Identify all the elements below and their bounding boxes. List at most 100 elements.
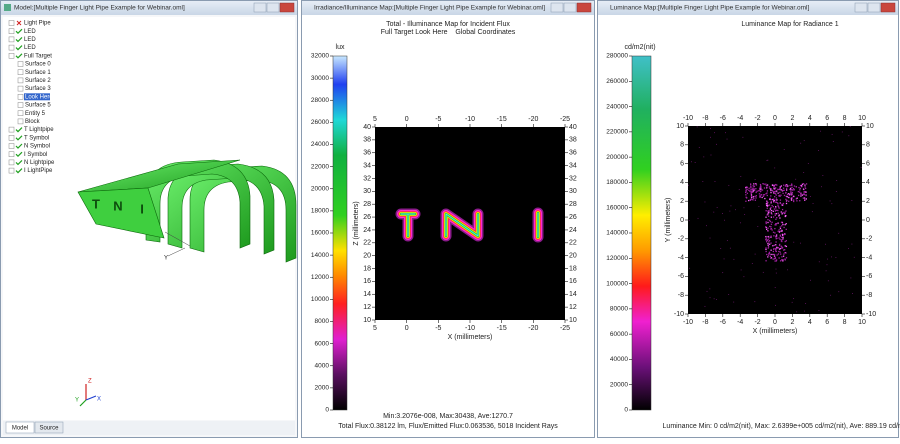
speckle	[775, 201, 777, 203]
expander[interactable]	[8, 28, 15, 34]
colorbar-tick-label: 260000	[606, 78, 628, 85]
speckle	[779, 243, 781, 246]
colorbar-tick-label: 16000	[311, 230, 329, 237]
speckle	[780, 230, 782, 232]
expander[interactable]	[17, 118, 24, 125]
speckle	[796, 197, 798, 199]
colorbar-tick-label: 40000	[610, 356, 628, 363]
window-controls[interactable]	[854, 2, 896, 13]
tree-item[interactable]: T Symbol	[24, 135, 49, 141]
status-icon	[15, 143, 23, 149]
speckle	[759, 187, 761, 189]
speckle	[776, 237, 778, 240]
speckle	[713, 298, 715, 300]
speckle	[780, 194, 782, 196]
expander[interactable]	[8, 126, 15, 133]
x-tick-label: -15	[497, 325, 507, 332]
y-tick-label: 6	[680, 160, 684, 167]
tree-item[interactable]: I Symbol	[24, 152, 47, 158]
expander[interactable]	[17, 102, 24, 108]
tree-item[interactable]: Surface 1	[25, 70, 51, 76]
expander[interactable]	[8, 44, 15, 51]
tree-item[interactable]: Look Here	[25, 94, 53, 100]
speckle	[760, 185, 762, 187]
speckle	[852, 293, 853, 295]
tree-item[interactable]: I LightPipe	[24, 168, 53, 174]
tree-item[interactable]: LED	[24, 29, 36, 35]
speckle	[758, 193, 761, 195]
tree-item[interactable]: Full Target	[24, 53, 52, 59]
speckle	[776, 247, 778, 249]
speckle	[769, 225, 771, 228]
speckle	[785, 192, 787, 194]
speckle	[793, 298, 795, 300]
tree-item[interactable]: Entity 5	[25, 111, 46, 117]
window-controls[interactable]	[253, 2, 295, 13]
tree-item[interactable]: N Symbol	[24, 144, 50, 150]
speckle	[754, 195, 756, 198]
y-tick-label: 12	[363, 304, 371, 311]
speckle	[780, 245, 782, 247]
tree-item[interactable]: Block	[25, 119, 41, 125]
expander[interactable]	[8, 135, 15, 141]
tree-item[interactable]: LED	[24, 37, 36, 43]
expander[interactable]	[17, 61, 24, 67]
speckle	[786, 193, 789, 196]
speckle	[758, 188, 761, 190]
tree-item[interactable]: Surface 3	[25, 86, 51, 92]
expander[interactable]	[8, 20, 15, 26]
speckle	[767, 159, 769, 161]
speckle	[730, 205, 732, 207]
expander[interactable]	[17, 94, 24, 100]
speckle	[782, 260, 784, 262]
tree-item[interactable]: Surface 5	[25, 103, 51, 109]
speckle	[765, 226, 767, 228]
x-tick-label: -8	[702, 115, 708, 122]
speckle	[710, 154, 712, 156]
expander[interactable]	[8, 167, 15, 174]
tree-item[interactable]: LED	[24, 45, 36, 51]
window-controls[interactable]	[550, 2, 592, 13]
tab[interactable]: Source	[39, 426, 59, 432]
tab[interactable]: Model	[12, 426, 28, 432]
expander[interactable]	[17, 77, 24, 84]
speckle	[775, 238, 777, 240]
speckle	[779, 227, 782, 230]
speckle	[761, 196, 763, 199]
speckle	[773, 248, 775, 250]
expander[interactable]	[8, 53, 15, 59]
speckle	[783, 253, 785, 255]
speckle	[774, 167, 776, 169]
expander[interactable]	[17, 110, 24, 116]
speckle	[740, 222, 741, 224]
expander[interactable]	[17, 85, 24, 92]
tree-item[interactable]: N Lightpipe	[24, 160, 55, 166]
speckle	[755, 197, 757, 199]
speckle	[785, 240, 787, 242]
expander[interactable]	[8, 143, 15, 149]
speckle	[805, 198, 807, 200]
expander[interactable]	[8, 159, 15, 166]
colorbar-tick-label: 32000	[311, 53, 329, 60]
speckle	[827, 280, 829, 282]
x-tick-label: 6	[825, 115, 829, 122]
speckle	[771, 221, 773, 223]
speckle	[740, 269, 742, 271]
speckle	[745, 200, 747, 202]
expander[interactable]	[8, 151, 15, 157]
y-axis-label: Z (millimeters)	[353, 201, 360, 245]
x-tick-label: -6	[720, 115, 726, 122]
tree-item[interactable]: Light Pipe	[24, 21, 51, 27]
speckle	[766, 186, 768, 188]
tree-item[interactable]: Surface 0	[25, 62, 51, 68]
speckle	[830, 294, 832, 296]
expander[interactable]	[17, 69, 24, 75]
speckle	[722, 213, 723, 214]
tree-item[interactable]: Surface 2	[25, 78, 51, 84]
tree-item[interactable]: T Lightpipe	[24, 127, 54, 133]
speckle	[773, 190, 775, 193]
speckle	[775, 194, 777, 196]
speckle	[767, 213, 769, 215]
speckle	[832, 141, 834, 142]
expander[interactable]	[8, 36, 15, 43]
